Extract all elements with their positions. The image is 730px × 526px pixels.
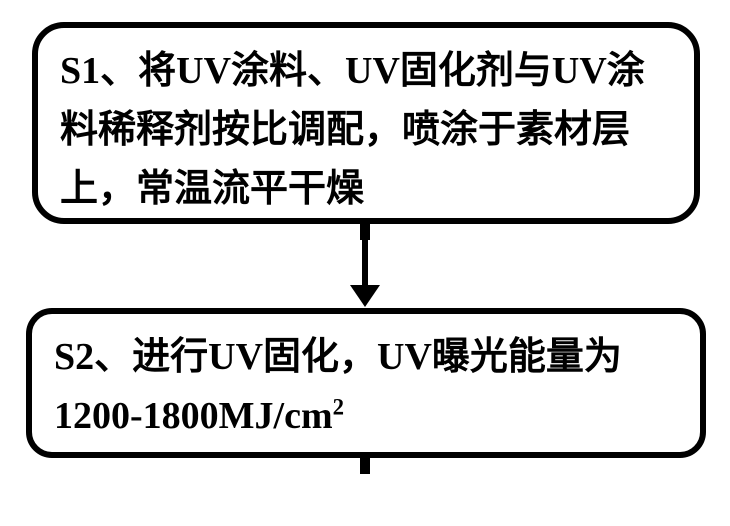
flowchart-canvas: S1、将UV涂料、UV固化剂与UV涂料稀释剂按比调配，喷涂于素材层上，常温流平干… <box>0 0 730 526</box>
arrow-shaft-s1-s2 <box>362 240 368 285</box>
connector-stub-top <box>360 224 370 240</box>
node-s1-label: S1、将UV涂料、UV固化剂与UV涂料稀释剂按比调配，喷涂于素材层上，常温流平干… <box>60 50 645 210</box>
connector-stub-bottom <box>360 458 370 474</box>
arrow-head-s1-s2 <box>350 285 380 307</box>
flowchart-node-s2: S2、进行UV固化，UV曝光能量为1200-1800MJ/cm2 <box>26 308 706 458</box>
node-s2-label: S2、进行UV固化，UV曝光能量为1200-1800MJ/cm2 <box>54 336 622 437</box>
flowchart-node-s1: S1、将UV涂料、UV固化剂与UV涂料稀释剂按比调配，喷涂于素材层上，常温流平干… <box>32 22 700 224</box>
